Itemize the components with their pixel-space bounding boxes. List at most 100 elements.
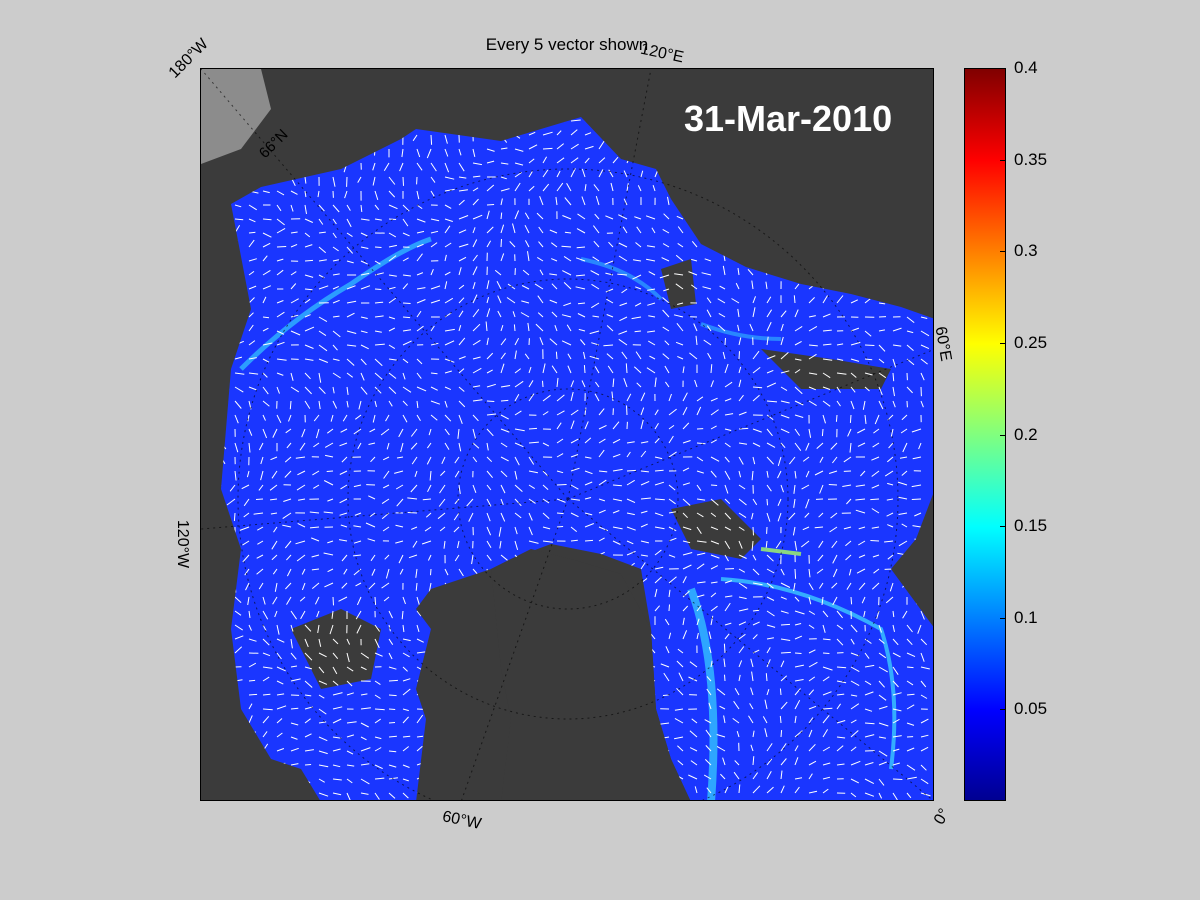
drift-vector [290, 231, 298, 234]
drift-vector [584, 145, 594, 150]
drift-vector [444, 386, 452, 391]
colorbar-tick-label: 0.4 [1000, 58, 1038, 78]
drift-vector [843, 526, 852, 530]
drift-vector [878, 778, 885, 786]
drift-vector [556, 453, 564, 458]
drift-vector [402, 257, 409, 262]
drift-vector [276, 652, 282, 660]
drift-vector [665, 646, 670, 654]
drift-vector [675, 254, 684, 262]
drift-vector [873, 428, 880, 434]
drift-vector [836, 693, 845, 696]
no-data-region [201, 69, 271, 164]
drift-vector [626, 451, 631, 458]
drift-vector [696, 512, 704, 518]
drift-vector [654, 456, 663, 460]
drift-vector [808, 649, 816, 654]
drift-vector [801, 484, 810, 490]
drift-vector [794, 652, 802, 654]
drift-vector [496, 280, 502, 290]
drift-vector [564, 197, 572, 206]
drift-vector [682, 605, 689, 612]
drift-vector [751, 671, 754, 682]
drift-vector [290, 283, 297, 290]
drift-vector [696, 563, 705, 570]
drift-vector [486, 540, 492, 549]
drift-vector [395, 484, 404, 490]
drift-vector [850, 596, 853, 605]
drift-vector [737, 267, 740, 276]
drift-vector [524, 240, 530, 248]
drift-vector [871, 484, 880, 489]
drift-vector [562, 215, 572, 220]
drift-vector [752, 296, 756, 304]
drift-vector [605, 288, 614, 293]
drift-vector [430, 299, 441, 304]
drift-vector [794, 664, 805, 668]
drift-vector [360, 272, 370, 276]
drift-vector [332, 666, 338, 675]
drift-vector [696, 470, 704, 474]
drift-vector [704, 759, 712, 766]
drift-vector [850, 666, 860, 673]
drift-vector [341, 554, 348, 562]
drift-vector [752, 772, 759, 780]
drift-vector [682, 498, 691, 506]
drift-vector [416, 745, 423, 752]
colorbar-gradient [965, 69, 1005, 800]
drift-vector [346, 764, 355, 767]
drift-vector [654, 566, 664, 570]
drift-vector [427, 484, 432, 493]
drift-vector [570, 484, 579, 490]
drift-vector [428, 428, 432, 436]
drift-vector [360, 232, 368, 237]
drift-vector [696, 552, 706, 556]
colorbar-tick-label: 0.05 [999, 699, 1047, 719]
drift-vector [528, 366, 532, 374]
drift-vector [626, 183, 629, 192]
drift-vector [780, 675, 788, 682]
drift-vector [703, 774, 712, 780]
drift-vector [374, 718, 381, 724]
drift-vector [271, 540, 278, 550]
drift-vector [323, 480, 334, 486]
drift-vector [500, 385, 511, 388]
drift-vector [738, 411, 747, 416]
drift-vector [332, 204, 340, 213]
drift-vector [353, 540, 362, 544]
lon-label-120w: 120°W [174, 519, 192, 569]
drift-vector [304, 298, 311, 304]
drift-vector [780, 730, 783, 738]
drift-vector [486, 296, 490, 304]
drift-vector [808, 624, 815, 629]
drift-vector [802, 526, 810, 531]
drift-vector [542, 512, 550, 519]
drift-vector [551, 258, 558, 262]
drift-vector [346, 734, 355, 738]
drift-vector [388, 358, 397, 361]
drift-vector [856, 568, 866, 574]
drift-vector [486, 456, 493, 463]
drift-vector [710, 565, 719, 570]
drift-vector [682, 512, 688, 519]
drift-vector [374, 315, 384, 318]
drift-vector [668, 632, 672, 640]
drift-vector [808, 729, 813, 738]
drift-vector [612, 378, 615, 388]
drift-vector [402, 792, 409, 799]
drift-vector [651, 227, 656, 234]
drift-vector [430, 176, 436, 183]
drift-vector [295, 456, 306, 459]
drift-vector [691, 258, 698, 262]
drift-vector [384, 554, 390, 560]
drift-vector [416, 230, 425, 234]
drift-vector [388, 610, 393, 619]
drift-vector [486, 554, 492, 561]
drift-vector [500, 363, 505, 374]
drift-vector [332, 330, 341, 338]
drift-vector [311, 554, 320, 558]
drift-vector [593, 225, 600, 234]
drift-vector [832, 456, 838, 464]
drift-vector [368, 582, 376, 590]
drift-vector [887, 524, 894, 528]
